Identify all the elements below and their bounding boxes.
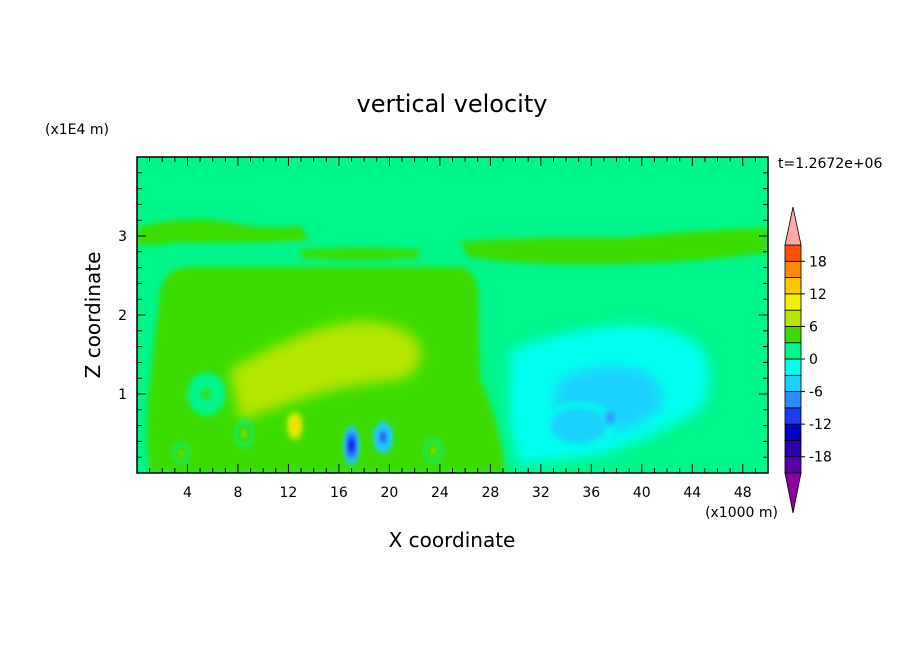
colorbar-label: 0 [809,352,818,368]
contour-feature-7-3 [569,419,589,432]
x-tick-label: 4 [183,485,192,501]
colorbar-bin [784,358,802,376]
x-tick-label: 32 [532,485,550,501]
contour-feature-1-3 [242,430,247,437]
contour-feature-3-3 [349,440,354,451]
x-tick-label: 8 [233,485,242,501]
y-tick-label: 1 [118,387,127,403]
x-tick-label: 36 [582,485,600,501]
x-tick-label: 28 [481,485,499,501]
colorbar-bin [784,342,802,360]
colorbar-bin [784,440,802,458]
colorbar-bin [784,260,802,278]
contour-feature-6-3 [178,450,184,456]
colorbar-bin [784,309,802,327]
x-tick-label: 44 [683,485,701,501]
x-tick-label: 16 [330,485,348,501]
x-unit-label: (x1000 m) [705,505,778,521]
colorbar-bin [784,423,802,441]
x-axis: 4 8 12 16 20 24 28 32 36 40 44 48 [149,157,756,501]
contour-feature-0-3 [201,388,212,400]
x-tick-label: 24 [431,485,449,501]
colorbar-label: 12 [809,287,827,303]
contour-feature-4-3 [380,433,386,442]
colorbar-bottom-arrow [784,472,802,514]
yellowgreen-region [230,321,421,420]
feature-group [172,372,618,466]
colorbar-bin [784,277,802,295]
colorbar-bin [784,293,802,311]
contour-field [137,157,768,473]
colorbar-bin [784,244,802,262]
time-label: t=1.2672e+06 [778,156,882,172]
colorbar-label: 6 [809,319,818,335]
contour-feature-8-3 [608,415,613,421]
upper-wisps [137,219,768,265]
contour-feature-5-3 [431,447,436,454]
colorbar-bin [784,326,802,344]
y-axis: 1 2 3 [118,172,768,458]
colorbar-bin [784,374,802,392]
y-tick-label: 3 [118,229,127,245]
x-axis-title: X coordinate [389,528,516,552]
colorbar-bin [784,407,802,425]
x-tick-label: 20 [380,485,398,501]
y-tick-label: 2 [118,308,127,324]
y-axis-title: Z coordinate [81,252,105,379]
colorbar-top-arrow [784,206,802,246]
colorbar-label: -6 [809,385,823,401]
y-unit-label: (x1E4 m) [45,122,109,138]
colorbar-label: -18 [809,450,832,466]
x-tick-label: 40 [633,485,651,501]
colorbar-bin [784,391,802,409]
contour-feature-2-3 [292,420,298,431]
colorbar-label: -12 [809,417,832,433]
colorbar-label: 18 [809,254,827,270]
colorbar-bin [784,456,802,474]
x-tick-label: 12 [280,485,298,501]
colorbar: 18 12 6 0 -6 -12 -18 [784,206,832,514]
x-tick-label: 48 [734,485,752,501]
chart-title: vertical velocity [357,90,548,118]
